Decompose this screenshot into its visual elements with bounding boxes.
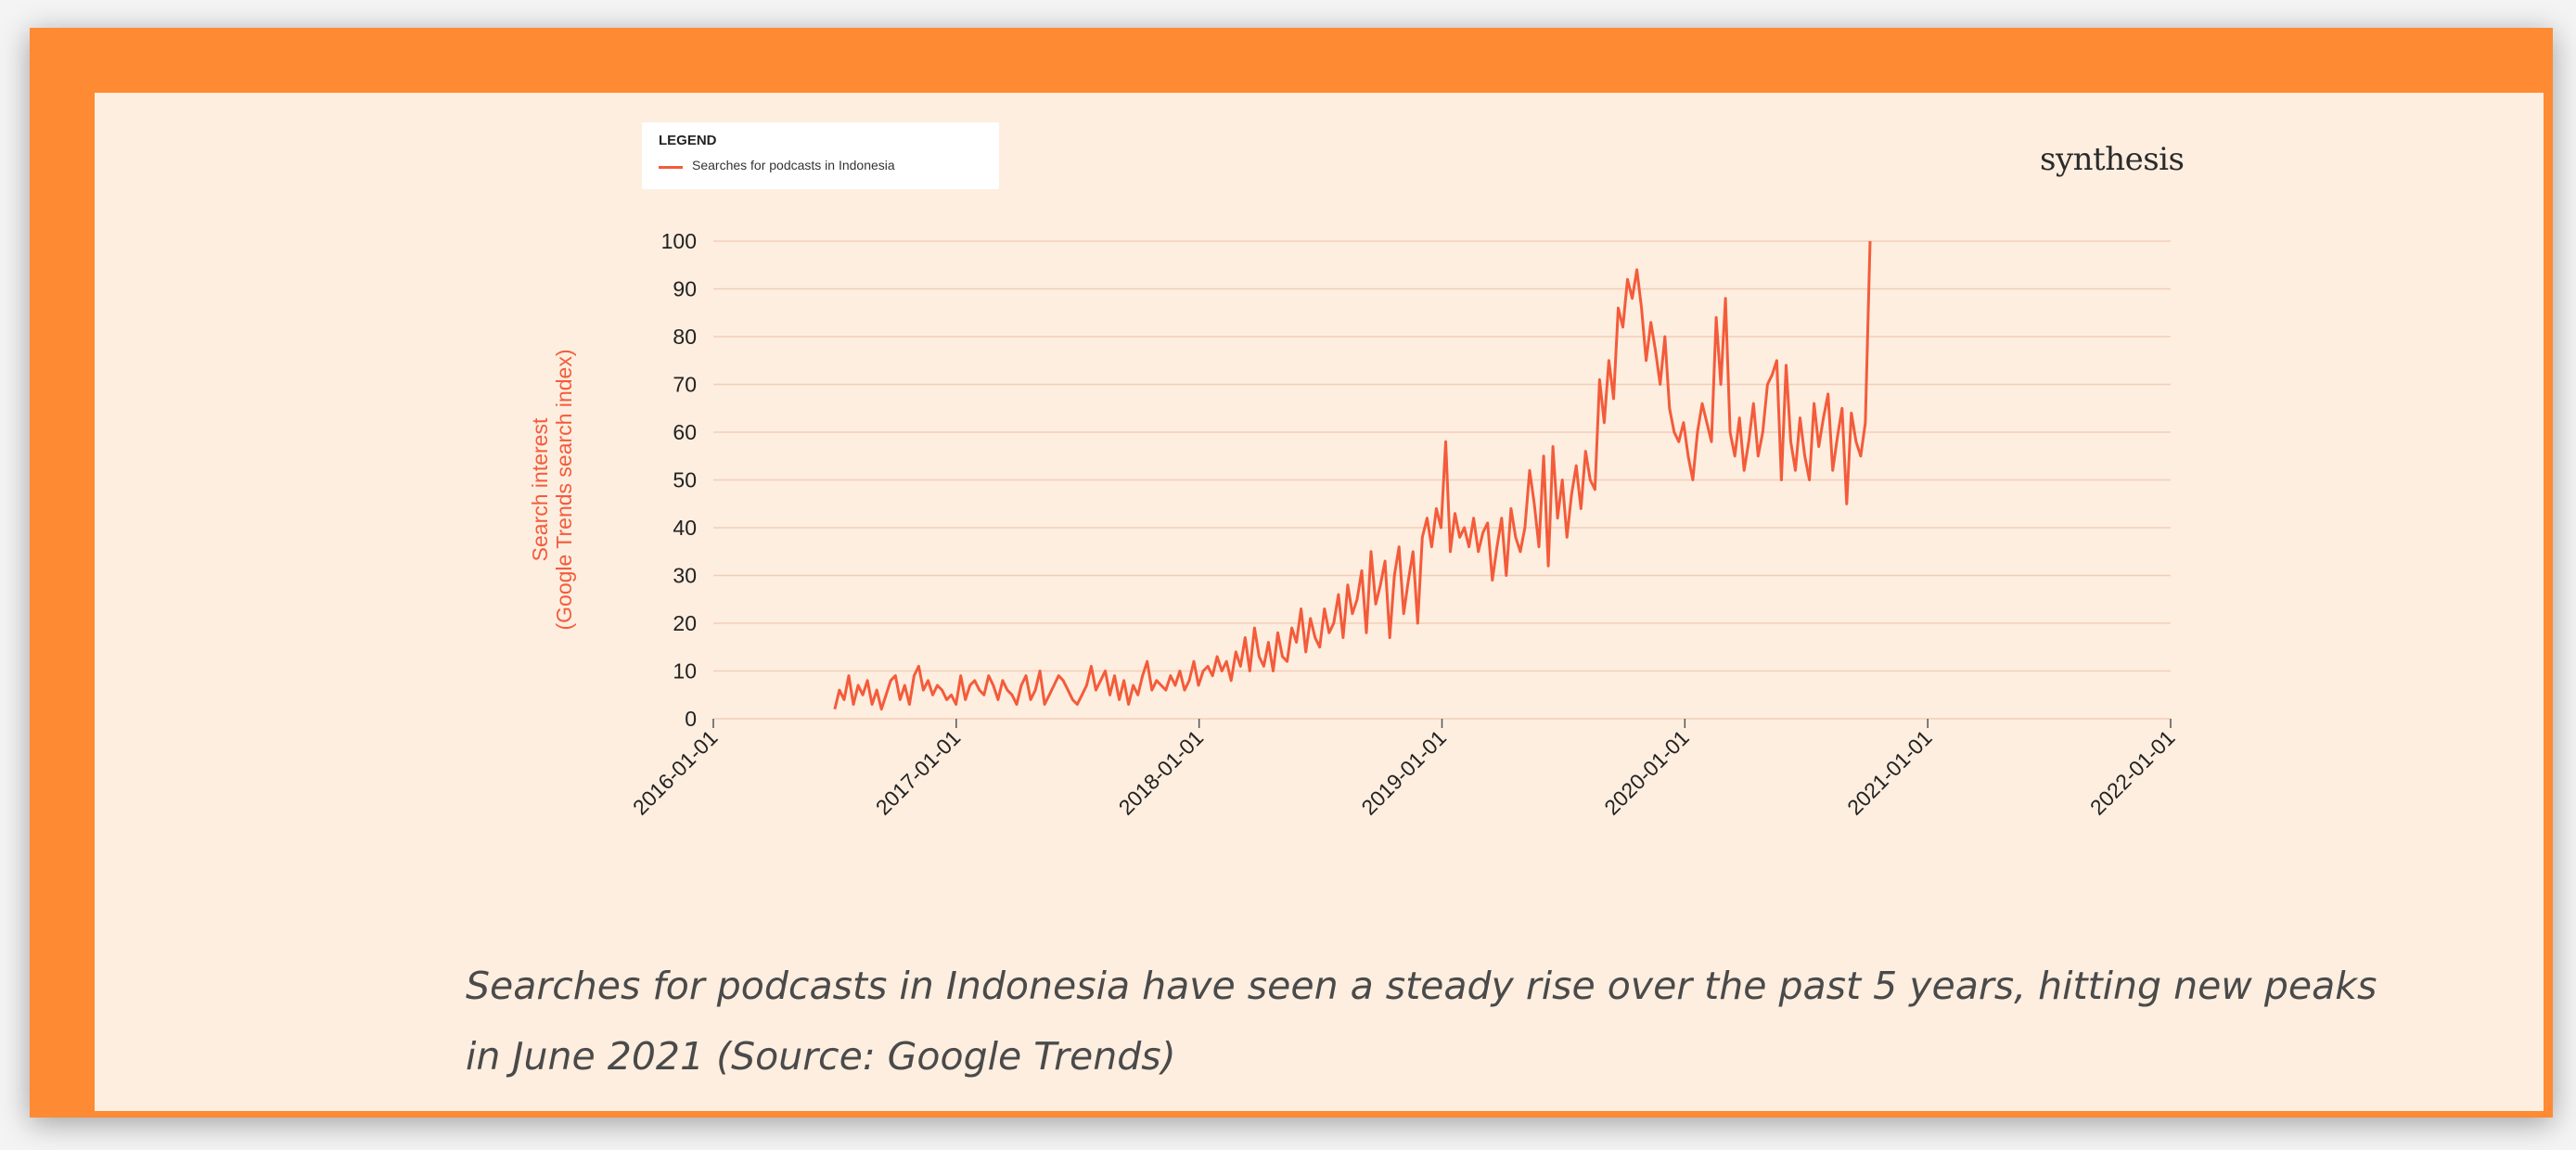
x-axis-ticks: 2016-01-01 2017-01-01 2018-01-01 2019-01-01… — [628, 719, 2180, 820]
figure-caption: Searches for podcasts in Indonesia have … — [466, 964, 2377, 1079]
x-tick-label: 2016-01-01 — [628, 725, 723, 820]
y-tick-label: 100 — [661, 229, 697, 253]
y-tick-label: 60 — [673, 420, 697, 444]
gridlines — [713, 240, 2171, 720]
legend: LEGEND Searches for podcasts in Indonesi… — [642, 122, 999, 189]
legend-entry-label: Searches for podcasts in Indonesia — [692, 158, 895, 172]
x-tick-label: 2022-01-01 — [2085, 725, 2180, 820]
y-tick-label: 40 — [673, 516, 697, 540]
y-axis-label-line-1: Search interest — [528, 417, 552, 561]
x-tick-label: 2019-01-01 — [1356, 725, 1451, 820]
y-axis-ticks: 0 10 20 30 40 50 60 70 80 90 100 — [661, 229, 697, 731]
y-tick-label: 80 — [673, 325, 697, 349]
orange-frame: 0 10 20 30 40 50 60 70 80 90 100 2016-01-01 2017-01… — [30, 28, 2553, 1118]
y-tick-label: 10 — [673, 659, 697, 684]
line-chart: 0 10 20 30 40 50 60 70 80 90 100 2016-01-01 2017-01… — [528, 229, 2180, 820]
x-tick-label: 2021-01-01 — [1842, 725, 1937, 820]
y-axis-label-line-2: (Google Trends search index) — [552, 350, 576, 631]
synthesis-logo: synthesis — [2040, 141, 2185, 178]
y-tick-label: 0 — [685, 707, 697, 731]
series-line-podcasts-indonesia — [833, 240, 1872, 711]
y-tick-label: 70 — [673, 373, 697, 397]
x-tick-label: 2020-01-01 — [1599, 725, 1694, 820]
y-tick-label: 90 — [673, 277, 697, 301]
x-tick-label: 2017-01-01 — [871, 725, 966, 820]
y-tick-label: 20 — [673, 611, 697, 635]
y-axis-label: Search interest (Google Trends search in… — [528, 350, 576, 631]
y-tick-label: 30 — [673, 564, 697, 588]
chart-panel: 0 10 20 30 40 50 60 70 80 90 100 2016-01-01 2017-01… — [95, 93, 2544, 1111]
legend-swatch — [659, 166, 683, 169]
legend-title: LEGEND — [659, 133, 717, 148]
x-tick-label: 2018-01-01 — [1114, 725, 1209, 820]
y-tick-label: 50 — [673, 468, 697, 492]
